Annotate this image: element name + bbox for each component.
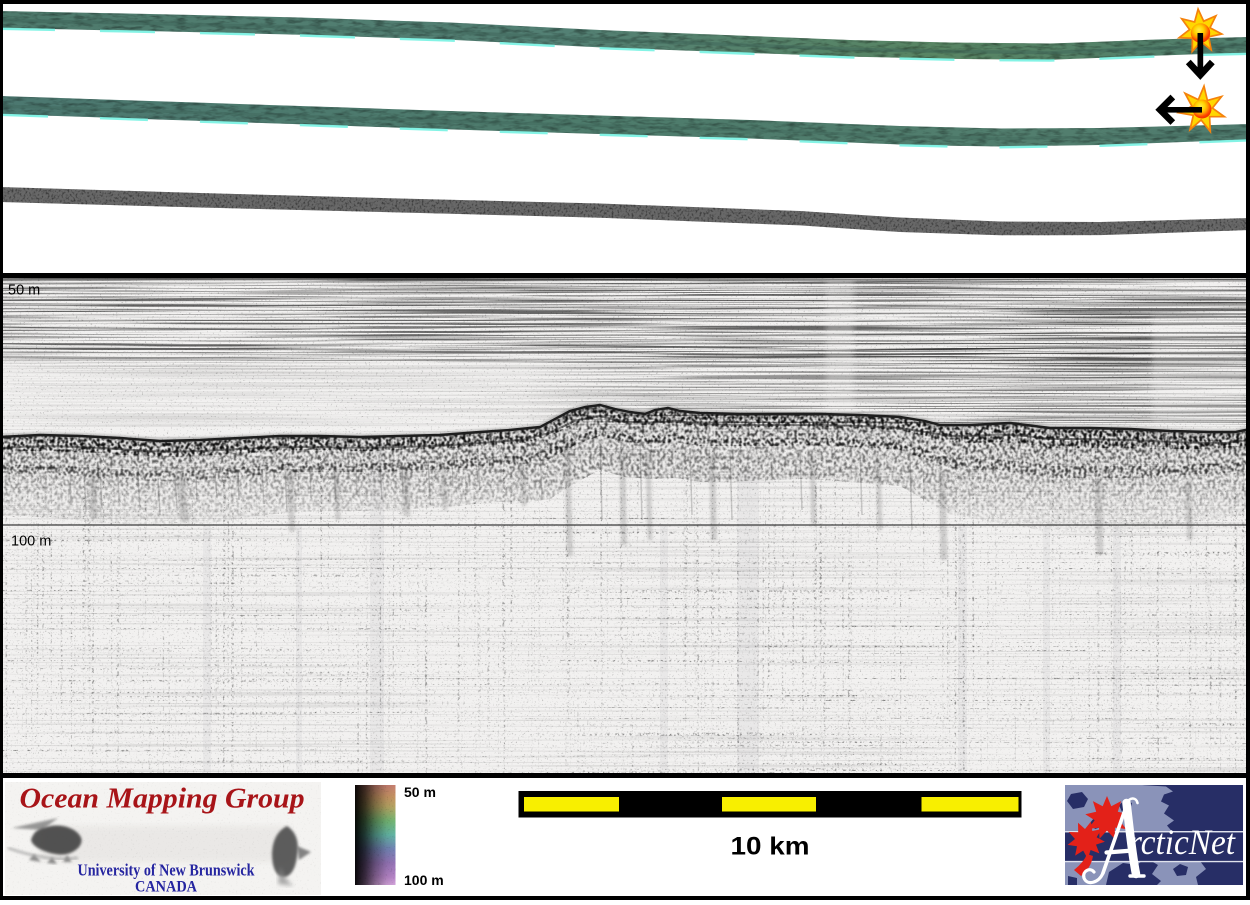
svg-text:rcticNet: rcticNet: [1129, 822, 1236, 862]
svg-text:50 m: 50 m: [404, 784, 436, 800]
svg-text:100 m: 100 m: [404, 872, 444, 888]
svg-text:100 m: 100 m: [11, 534, 51, 550]
svg-text:10 km: 10 km: [731, 833, 810, 861]
svg-text:50 m: 50 m: [8, 283, 40, 299]
svg-text:CANADA: CANADA: [135, 879, 198, 896]
svg-text:University of New Brunswick: University of New Brunswick: [78, 861, 256, 880]
svg-text:Ocean Mapping Group: Ocean Mapping Group: [20, 784, 305, 815]
